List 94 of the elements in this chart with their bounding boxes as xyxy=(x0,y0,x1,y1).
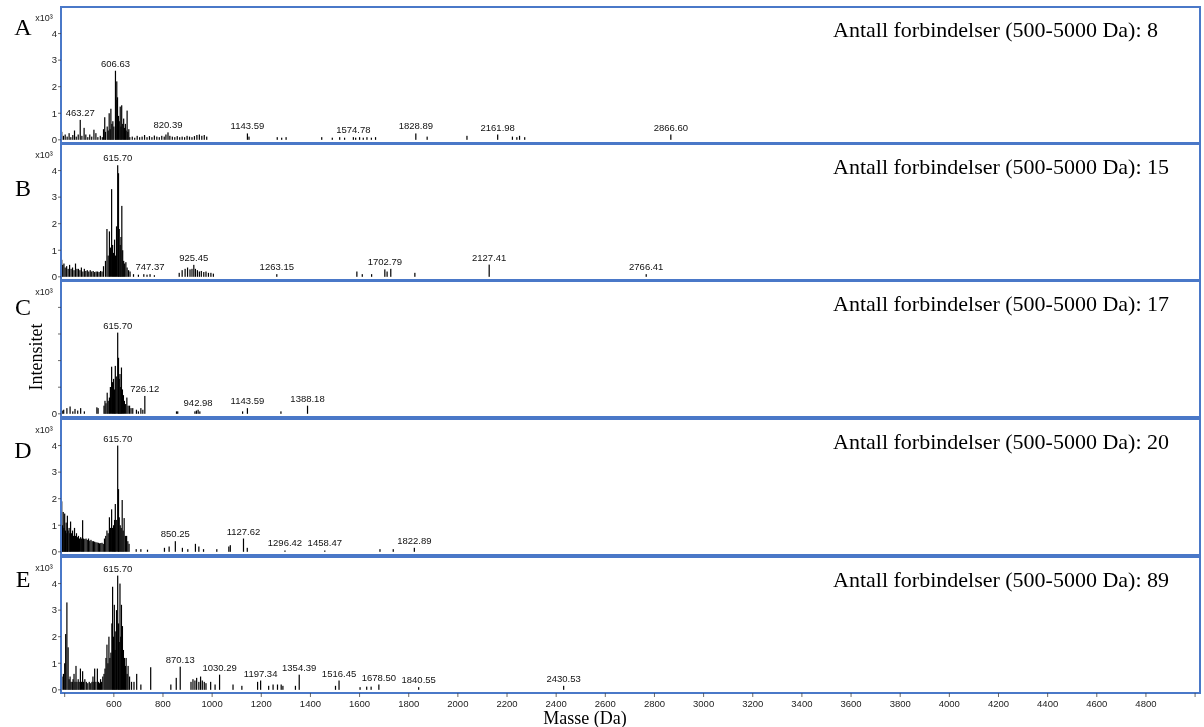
y-tick-label: 2 xyxy=(51,81,57,93)
y-tick-label: 4 xyxy=(51,27,57,39)
chart-title: C xyxy=(14,294,32,320)
text: Antall forbindelser (500-5000 Da): 20 xyxy=(833,429,1170,454)
text: D xyxy=(14,437,32,463)
annotation: 1127.62 xyxy=(226,525,261,537)
chart-title: A xyxy=(14,14,33,40)
y-tick-label: 1 xyxy=(51,657,57,669)
y-tick-label: 2 xyxy=(51,218,57,230)
annotation: 942.98 xyxy=(183,396,213,408)
annotation: 747.37 xyxy=(135,261,165,273)
annotation: 1458.47 xyxy=(307,537,342,549)
annotation: 463.27 xyxy=(65,106,95,118)
annotation: 925.45 xyxy=(179,251,209,263)
x-tick-label: 4000 xyxy=(938,698,960,709)
text: x10³ xyxy=(35,563,53,573)
annotation: 1030.29 xyxy=(202,661,237,673)
annotation: 1197.34 xyxy=(243,667,278,679)
chart-subtitle: Antall forbindelser (500-5000 Da): 17 xyxy=(833,291,1170,316)
y-tick-label: 1 xyxy=(51,107,57,119)
y-tick-label: 4 xyxy=(51,577,57,589)
text: Antall forbindelser (500-5000 Da): 89 xyxy=(833,567,1170,592)
annotation: 1516.45 xyxy=(321,667,357,679)
y-tick-label: 4 xyxy=(51,439,57,451)
annotation: 1678.50 xyxy=(361,671,397,683)
y-tick-label: 0 xyxy=(51,134,57,146)
y-tick-label: 3 xyxy=(51,466,57,478)
annotation: 2430.53 xyxy=(546,672,581,684)
y-tick-label: 0 xyxy=(51,271,57,283)
annotation: 615.70 xyxy=(103,562,133,574)
annotation: 2161.98 xyxy=(480,121,515,133)
chart-title: E xyxy=(15,566,31,592)
annotation: 2766.41 xyxy=(629,261,664,273)
text: Antall forbindelser (500-5000 Da): 15 xyxy=(833,154,1170,179)
x-tick-label: 600 xyxy=(105,698,122,709)
annotation: 2127.41 xyxy=(472,251,507,263)
x-tick-label: 1200 xyxy=(250,698,272,709)
y-tick-label: 1 xyxy=(51,519,57,531)
x-tick-label: 2400 xyxy=(545,698,567,709)
x-tick-label: 2600 xyxy=(594,698,616,709)
annotation: 2866.60 xyxy=(653,121,688,133)
x-tick-label: 3600 xyxy=(840,698,862,709)
text: B xyxy=(14,175,32,201)
x-tick-label: 2000 xyxy=(447,698,469,709)
x-tick-label: 3800 xyxy=(889,698,911,709)
x-tick-label: 3200 xyxy=(742,698,764,709)
annotation: 615.70 xyxy=(103,432,133,444)
y-tick-label: 0 xyxy=(51,684,57,696)
text: x10³ xyxy=(35,13,53,23)
annotation: 1840.55 xyxy=(401,674,436,686)
y-tick-label: 2 xyxy=(51,631,57,643)
annotation: 850.25 xyxy=(160,528,190,540)
annotation: 615.70 xyxy=(103,152,133,164)
annotation: 1702.79 xyxy=(367,256,402,268)
annotation: 615.70 xyxy=(103,319,133,331)
y-tick-label: 3 xyxy=(51,54,57,66)
annotation: 1143.59 xyxy=(230,395,265,407)
annotation: 820.39 xyxy=(153,119,183,131)
x-tick-label: 3000 xyxy=(693,698,715,709)
x-tick-label: 3400 xyxy=(791,698,813,709)
x-tick-label: 2800 xyxy=(643,698,666,709)
annotation: 1296.42 xyxy=(267,537,303,549)
y-tick-label: 0 xyxy=(51,546,57,558)
y-tick-label: 1 xyxy=(51,244,57,256)
text: x10³ xyxy=(35,287,53,297)
annotation: 726.12 xyxy=(130,382,160,394)
annotation: 1263.15 xyxy=(259,261,294,273)
y-tick-label: 3 xyxy=(51,604,57,616)
annotation: 606.63 xyxy=(100,57,130,69)
y-tick-label: 3 xyxy=(51,191,57,203)
annotation: 1143.59 xyxy=(230,120,265,132)
x-axis-title: Masse (Da) xyxy=(543,708,627,727)
annotation: 1354.39 xyxy=(282,661,317,673)
annotation: 1822.89 xyxy=(397,534,432,546)
annotation: 1574.78 xyxy=(336,124,371,136)
y-tick-label: 4 xyxy=(51,164,57,176)
x-tick-label: 1800 xyxy=(398,698,420,709)
x-tick-label: 2200 xyxy=(496,698,518,709)
annotation: 870.13 xyxy=(165,653,195,665)
x-tick-label: 1400 xyxy=(299,698,321,709)
y-axis-title: Intensitet xyxy=(26,323,46,391)
x-tick-label: 1600 xyxy=(349,698,371,709)
x-tick-label: 800 xyxy=(155,698,171,709)
x-tick-label: 4600 xyxy=(1086,698,1108,709)
annotation: 1388.18 xyxy=(290,392,325,404)
x-tick-label: 1000 xyxy=(201,698,223,709)
annotation: 1828.89 xyxy=(398,120,433,132)
x-tick-label: 4200 xyxy=(987,698,1010,709)
x-tick-label: 4800 xyxy=(1135,698,1157,709)
text: x10³ xyxy=(35,425,53,435)
y-tick-label: 2 xyxy=(51,493,57,505)
x-tick-label: 4400 xyxy=(1037,698,1059,709)
text: x10³ xyxy=(35,150,53,160)
text: Antall forbindelser (500-5000 Da): 8 xyxy=(833,17,1159,42)
